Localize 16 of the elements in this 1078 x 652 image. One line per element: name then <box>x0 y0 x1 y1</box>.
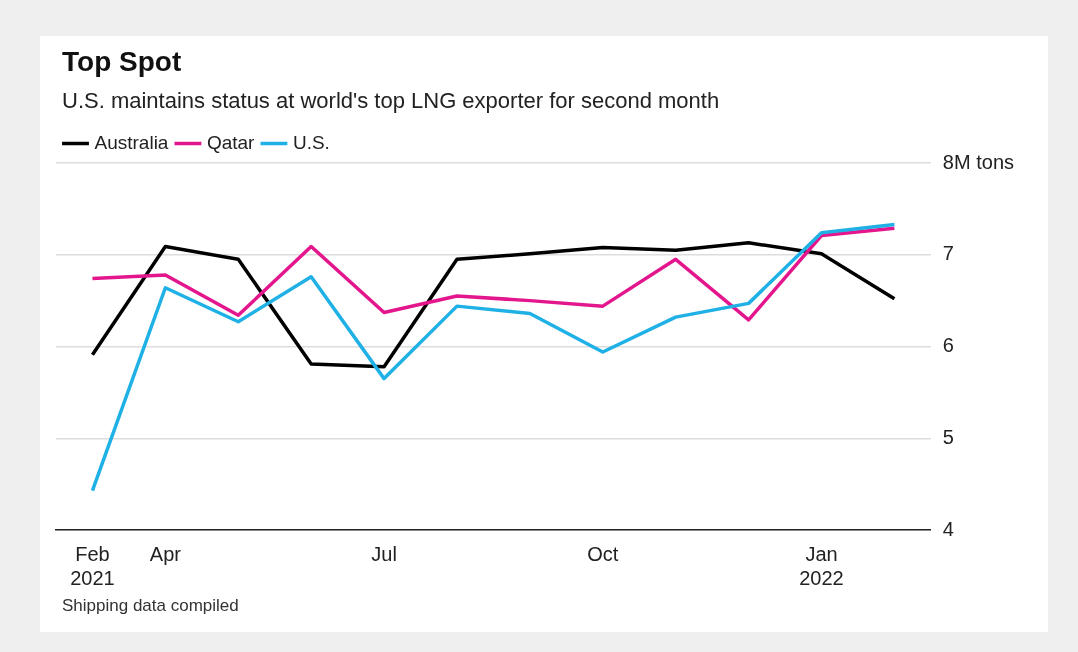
y-tick-label: 6 <box>942 334 954 357</box>
y-tick-label: 5 <box>942 425 954 448</box>
x-tick-label: Apr <box>149 542 182 565</box>
x-tick-label: Oct <box>587 542 619 565</box>
legend-label: Qatar <box>206 131 256 153</box>
y-tick-label: 8M tons <box>942 150 1015 173</box>
x-tick-label: Jan 2022 <box>799 542 844 589</box>
chart-subtitle: U.S. maintains status at world's top LNG exporter for second month <box>62 88 720 114</box>
x-tick-label: Feb 2021 <box>70 542 115 589</box>
chart-title: Top Spot <box>62 46 182 78</box>
y-tick-label: 4 <box>942 517 954 540</box>
legend-label: U.S. <box>292 131 330 153</box>
y-tick-label: 7 <box>942 242 954 265</box>
legend-label: Australia <box>94 131 169 153</box>
x-tick-label: Jul <box>371 542 397 565</box>
text: Shipping data compiled <box>62 596 239 616</box>
